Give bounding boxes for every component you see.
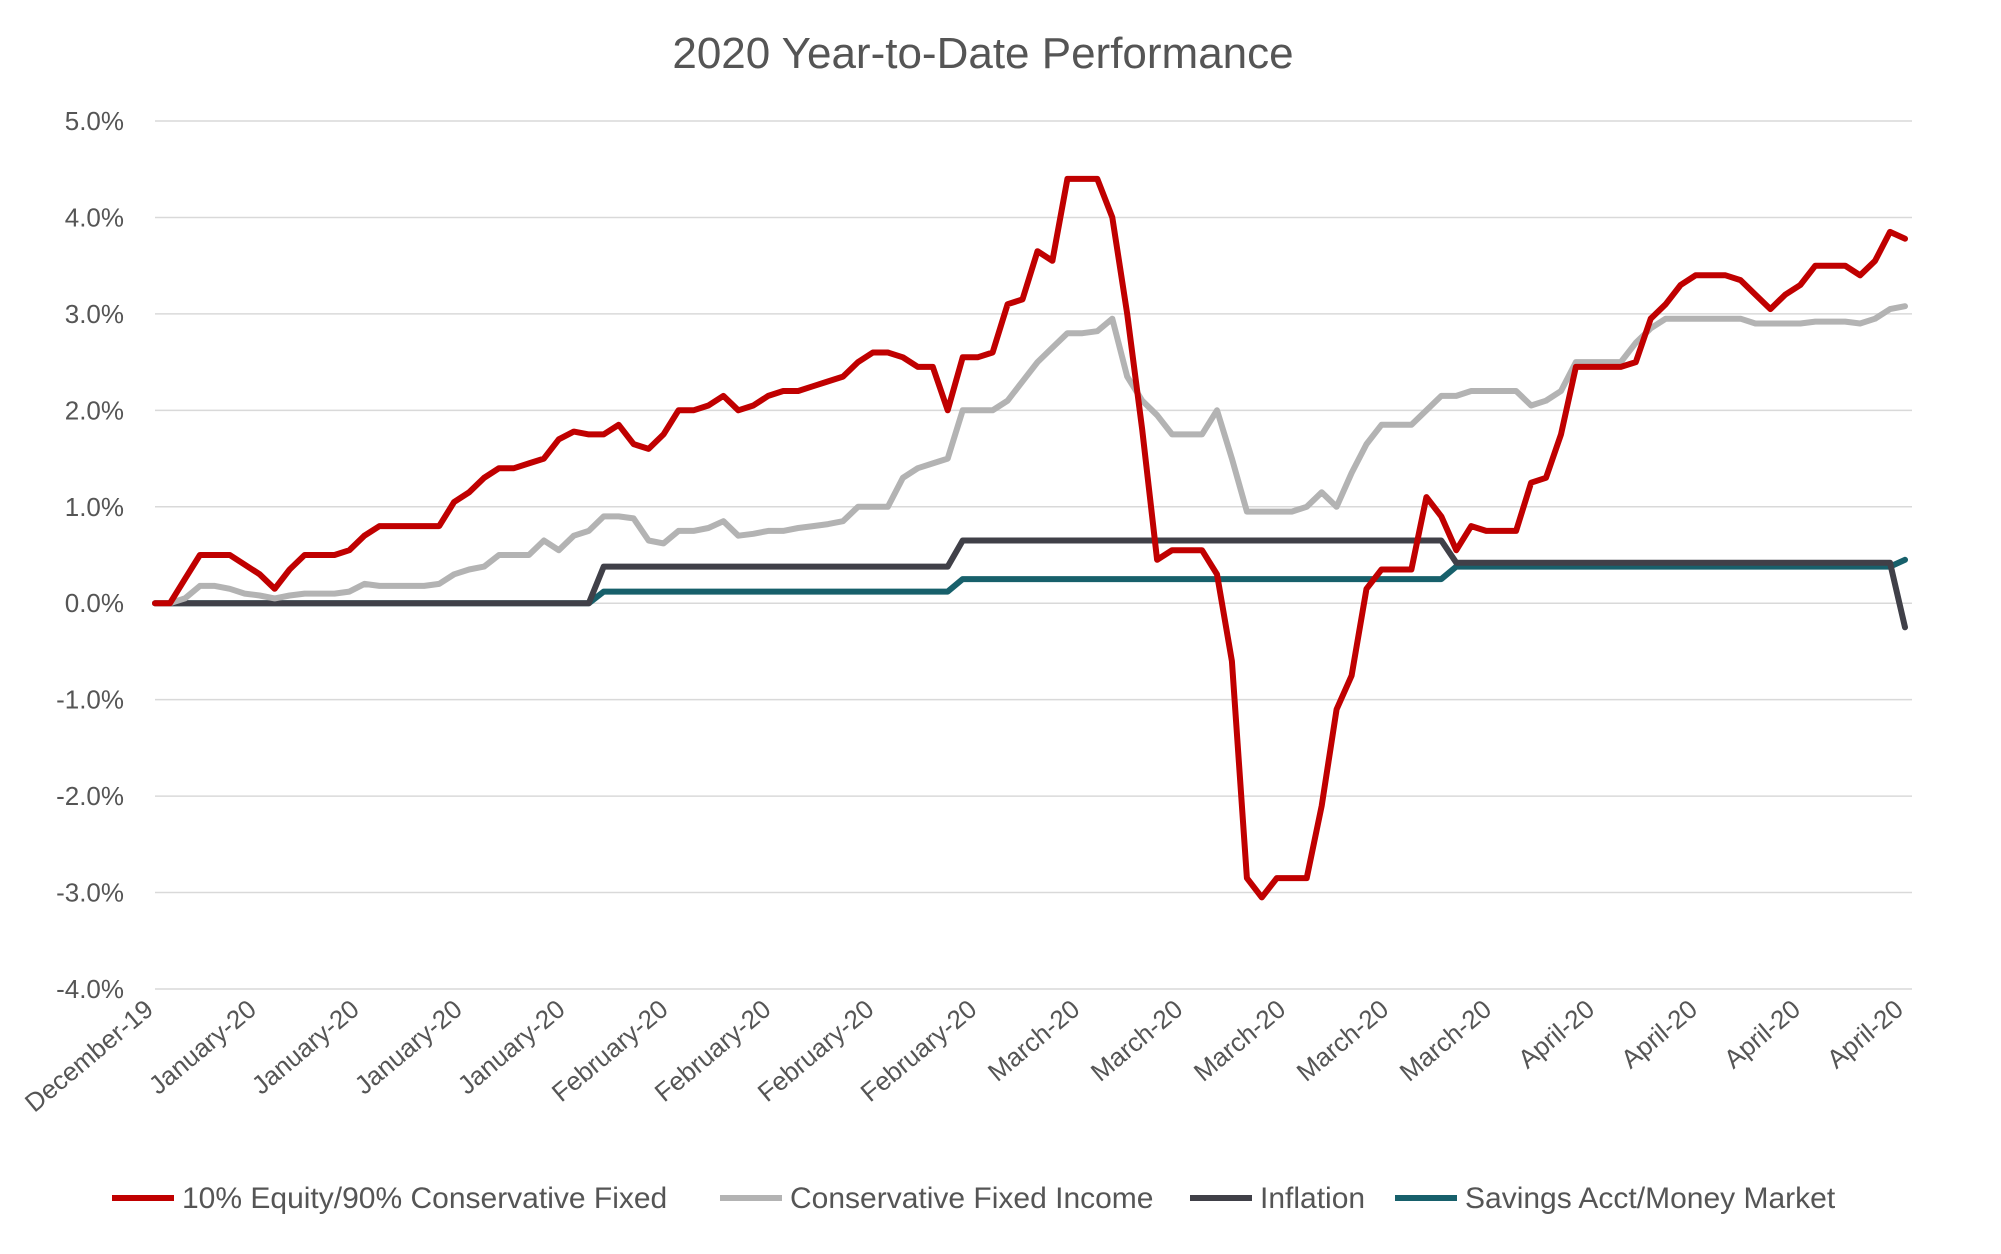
y-tick-label: -1.0% [56, 685, 124, 715]
legend-label: Conservative Fixed Income [790, 1182, 1154, 1215]
x-tick-label: March-20 [982, 994, 1085, 1088]
legend-label: Inflation [1260, 1182, 1365, 1215]
x-axis-ticks: December-19January-20January-20January-2… [19, 994, 1909, 1118]
x-tick-label: April-20 [1718, 994, 1806, 1075]
series-lines [152, 175, 1908, 901]
x-tick-label: March-20 [1394, 994, 1497, 1088]
legend-label: 10% Equity/90% Conservative Fixed [182, 1182, 667, 1215]
x-tick-label: April-20 [1615, 994, 1703, 1075]
y-tick-label: -2.0% [56, 781, 124, 811]
x-tick-label: April-20 [1821, 994, 1909, 1075]
x-tick-label: April-20 [1512, 994, 1600, 1075]
y-axis-ticks: 5.0% 4.0% 3.0% 2.0% 1.0% 0.0% -1.0% -2.0% -3.0% -… [56, 106, 124, 1004]
y-tick-label: 0.0% [65, 588, 124, 618]
x-tick-label: January-20 [143, 994, 262, 1101]
series-line-1 [152, 303, 1908, 607]
x-tick-label: March-20 [1085, 994, 1188, 1088]
y-tick-label: 4.0% [65, 202, 124, 232]
y-tick-label: 2.0% [65, 395, 124, 425]
grid-lines [155, 120, 1912, 990]
legend-label: Savings Acct/Money Market [1465, 1182, 1836, 1215]
y-tick-label: -3.0% [56, 878, 124, 908]
x-tick-label: March-20 [1291, 994, 1394, 1088]
x-tick-label: January-20 [246, 994, 365, 1101]
x-tick-label: January-20 [349, 994, 468, 1101]
y-tick-label: 1.0% [65, 492, 124, 522]
series-line-2 [152, 537, 1908, 631]
x-tick-label: March-20 [1188, 994, 1291, 1088]
y-tick-label: 5.0% [65, 106, 124, 136]
y-tick-label: -4.0% [56, 974, 124, 1004]
y-tick-label: 3.0% [65, 299, 124, 329]
series-line-0 [152, 175, 1908, 901]
legend: 10% Equity/90% Conservative Fixed Conserv… [112, 1182, 1836, 1215]
series-line-3 [152, 556, 1908, 607]
x-tick-label: December-19 [19, 994, 159, 1118]
chart-title: 2020 Year-to-Date Performance [672, 29, 1293, 78]
